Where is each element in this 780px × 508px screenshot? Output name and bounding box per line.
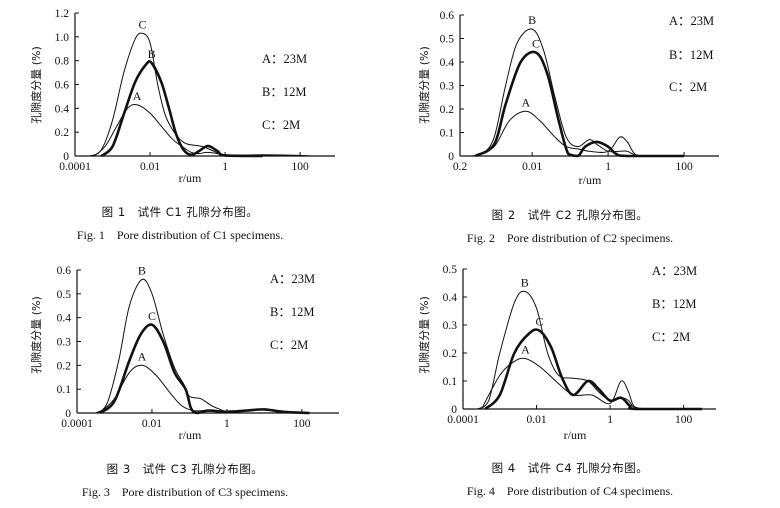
legend-entry: B：12M bbox=[669, 48, 713, 62]
legend-entry: C：2M bbox=[669, 80, 707, 94]
legend-entry: A：23M bbox=[270, 272, 315, 286]
chart-1: 0 0.2 0.4 0.6 0.8 1.0 1.2 0.0001 0.01 1 100 r/um 孔隙度… bbox=[29, 8, 335, 185]
y-tick-label: 0.2 bbox=[443, 348, 458, 360]
caption-english: Fig. 1 Pore distribution of C1 specimens… bbox=[76, 228, 284, 242]
legend-entry: C：2M bbox=[262, 118, 300, 132]
x-axis-label: r/um bbox=[564, 428, 587, 442]
x-tick-label: 0.0001 bbox=[61, 418, 93, 430]
caption-chinese: 图 2 试件 C2 孔隙分布图。 bbox=[491, 208, 649, 222]
x-axis-label: r/um bbox=[179, 171, 202, 185]
series-line-C bbox=[474, 50, 685, 158]
y-axis-label: 孔隙度分量 (%) bbox=[29, 46, 43, 124]
series-label-B: B bbox=[528, 13, 536, 27]
series-label-A: A bbox=[133, 89, 142, 103]
series-label-C: C bbox=[139, 17, 147, 31]
legend-entry: C：2M bbox=[270, 338, 308, 352]
y-tick-label: 0.2 bbox=[55, 127, 70, 139]
x-tick-label: 0.0001 bbox=[447, 414, 479, 426]
legend-entry: A：23M bbox=[262, 52, 307, 66]
y-tick-label: 0.6 bbox=[57, 265, 72, 277]
y-axis-label: 孔隙度分量 (%) bbox=[417, 296, 431, 374]
y-tick-label: 0.1 bbox=[440, 128, 455, 140]
x-tick-label: 0.01 bbox=[140, 161, 160, 173]
x-tick-label: 0.01 bbox=[142, 418, 162, 430]
x-tick-label: 1 bbox=[605, 161, 611, 173]
caption-chinese: 图 3 试件 C3 孔隙分布图。 bbox=[106, 462, 264, 476]
y-axis-label: 孔隙度分量 (%) bbox=[417, 46, 431, 124]
y-tick-label: 0.6 bbox=[440, 10, 455, 22]
chart-3: 0 0.1 0.2 0.3 0.4 0.5 0.6 0.0001 0.01 1 100 r/um 孔隙度… bbox=[29, 264, 339, 442]
y-tick-label: 0.1 bbox=[57, 384, 72, 396]
caption-chinese: 图 4 试件 C4 孔隙分布图。 bbox=[491, 461, 649, 475]
y-tick-label: 0.3 bbox=[57, 337, 72, 349]
series-label-A: A bbox=[138, 349, 147, 363]
x-tick-label: 100 bbox=[293, 418, 311, 430]
y-tick-label: 0.3 bbox=[443, 320, 458, 332]
series-label-C: C bbox=[532, 37, 540, 51]
x-tick-label: 1 bbox=[224, 418, 230, 430]
y-tick-label: 0.5 bbox=[440, 34, 455, 46]
series-line-B bbox=[95, 278, 228, 414]
legend-entry: A：23M bbox=[652, 264, 697, 278]
y-tick-label: 0 bbox=[65, 408, 71, 420]
y-tick-label: 0.6 bbox=[55, 80, 70, 92]
x-tick-label: 0.01 bbox=[522, 161, 542, 173]
x-tick-label: 1 bbox=[222, 161, 228, 173]
series-label-B: B bbox=[138, 264, 146, 278]
y-tick-label: 0.8 bbox=[55, 56, 70, 68]
y-tick-label: 0.3 bbox=[440, 81, 455, 93]
y-tick-label: 0 bbox=[451, 404, 457, 416]
series-label-A: A bbox=[521, 343, 530, 357]
caption-chinese: 图 1 试件 C1 孔隙分布图。 bbox=[101, 205, 259, 219]
legend-entry: C：2M bbox=[652, 330, 690, 344]
series-label-B: B bbox=[148, 47, 156, 61]
caption-english: Fig. 4 Pore distribution of C4 specimens… bbox=[466, 484, 674, 498]
y-tick-label: 0.4 bbox=[443, 292, 458, 304]
chart-4: 0 0.1 0.2 0.3 0.4 0.5 0.0001 0.01 1 100 r/um 孔隙度分量 … bbox=[417, 264, 716, 442]
series-label-C: C bbox=[535, 315, 543, 329]
series-line-C bbox=[98, 323, 310, 415]
x-axis-label: r/um bbox=[579, 173, 602, 187]
y-tick-label: 0 bbox=[448, 151, 454, 163]
series-line-C bbox=[89, 32, 301, 157]
y-tick-label: 0 bbox=[63, 151, 69, 163]
x-tick-label: 100 bbox=[675, 414, 693, 426]
legend-entry: B：12M bbox=[652, 297, 696, 311]
legend-entry: B：12M bbox=[262, 85, 306, 99]
chart-2: 0 0.1 0.2 0.3 0.4 0.5 0.6 0.2 0.01 1 100 r/um 孔隙度分量 … bbox=[417, 10, 719, 187]
caption-english: Fig. 2 Pore distribution of C2 specimens… bbox=[466, 231, 674, 245]
x-axis-label: r/um bbox=[179, 428, 202, 442]
y-tick-label: 1.2 bbox=[55, 8, 70, 20]
series-line-C bbox=[484, 328, 702, 411]
y-tick-label: 0.5 bbox=[57, 289, 72, 301]
x-tick-label: 0.2 bbox=[453, 161, 468, 173]
y-tick-label: 0.4 bbox=[440, 57, 455, 69]
y-tick-label: 0.2 bbox=[57, 360, 72, 372]
y-tick-label: 0.5 bbox=[443, 264, 458, 276]
series-line-A bbox=[475, 110, 696, 157]
x-tick-label: 100 bbox=[675, 161, 693, 173]
y-tick-label: 0.2 bbox=[440, 104, 455, 116]
x-tick-label: 100 bbox=[292, 161, 310, 173]
y-axis-label: 孔隙度分量 (%) bbox=[29, 296, 43, 374]
x-tick-label: 0.01 bbox=[526, 414, 546, 426]
caption-english: Fig. 3 Pore distribution of C3 specimens… bbox=[81, 485, 289, 499]
series-line-B bbox=[471, 28, 647, 157]
series-line-B bbox=[100, 59, 263, 158]
y-tick-label: 0.1 bbox=[443, 376, 458, 388]
y-tick-label: 1.0 bbox=[55, 32, 70, 44]
legend-entry: A：23M bbox=[669, 14, 714, 28]
x-tick-label: 0.0001 bbox=[59, 161, 91, 173]
series-label-A: A bbox=[521, 95, 530, 109]
y-tick-label: 0.4 bbox=[57, 313, 72, 325]
series-label-C: C bbox=[148, 309, 156, 323]
legend-entry: B：12M bbox=[270, 305, 314, 319]
series-line-B bbox=[477, 290, 647, 410]
x-tick-label: 1 bbox=[607, 414, 613, 426]
y-tick-label: 0.4 bbox=[55, 103, 70, 115]
series-label-B: B bbox=[521, 275, 529, 289]
